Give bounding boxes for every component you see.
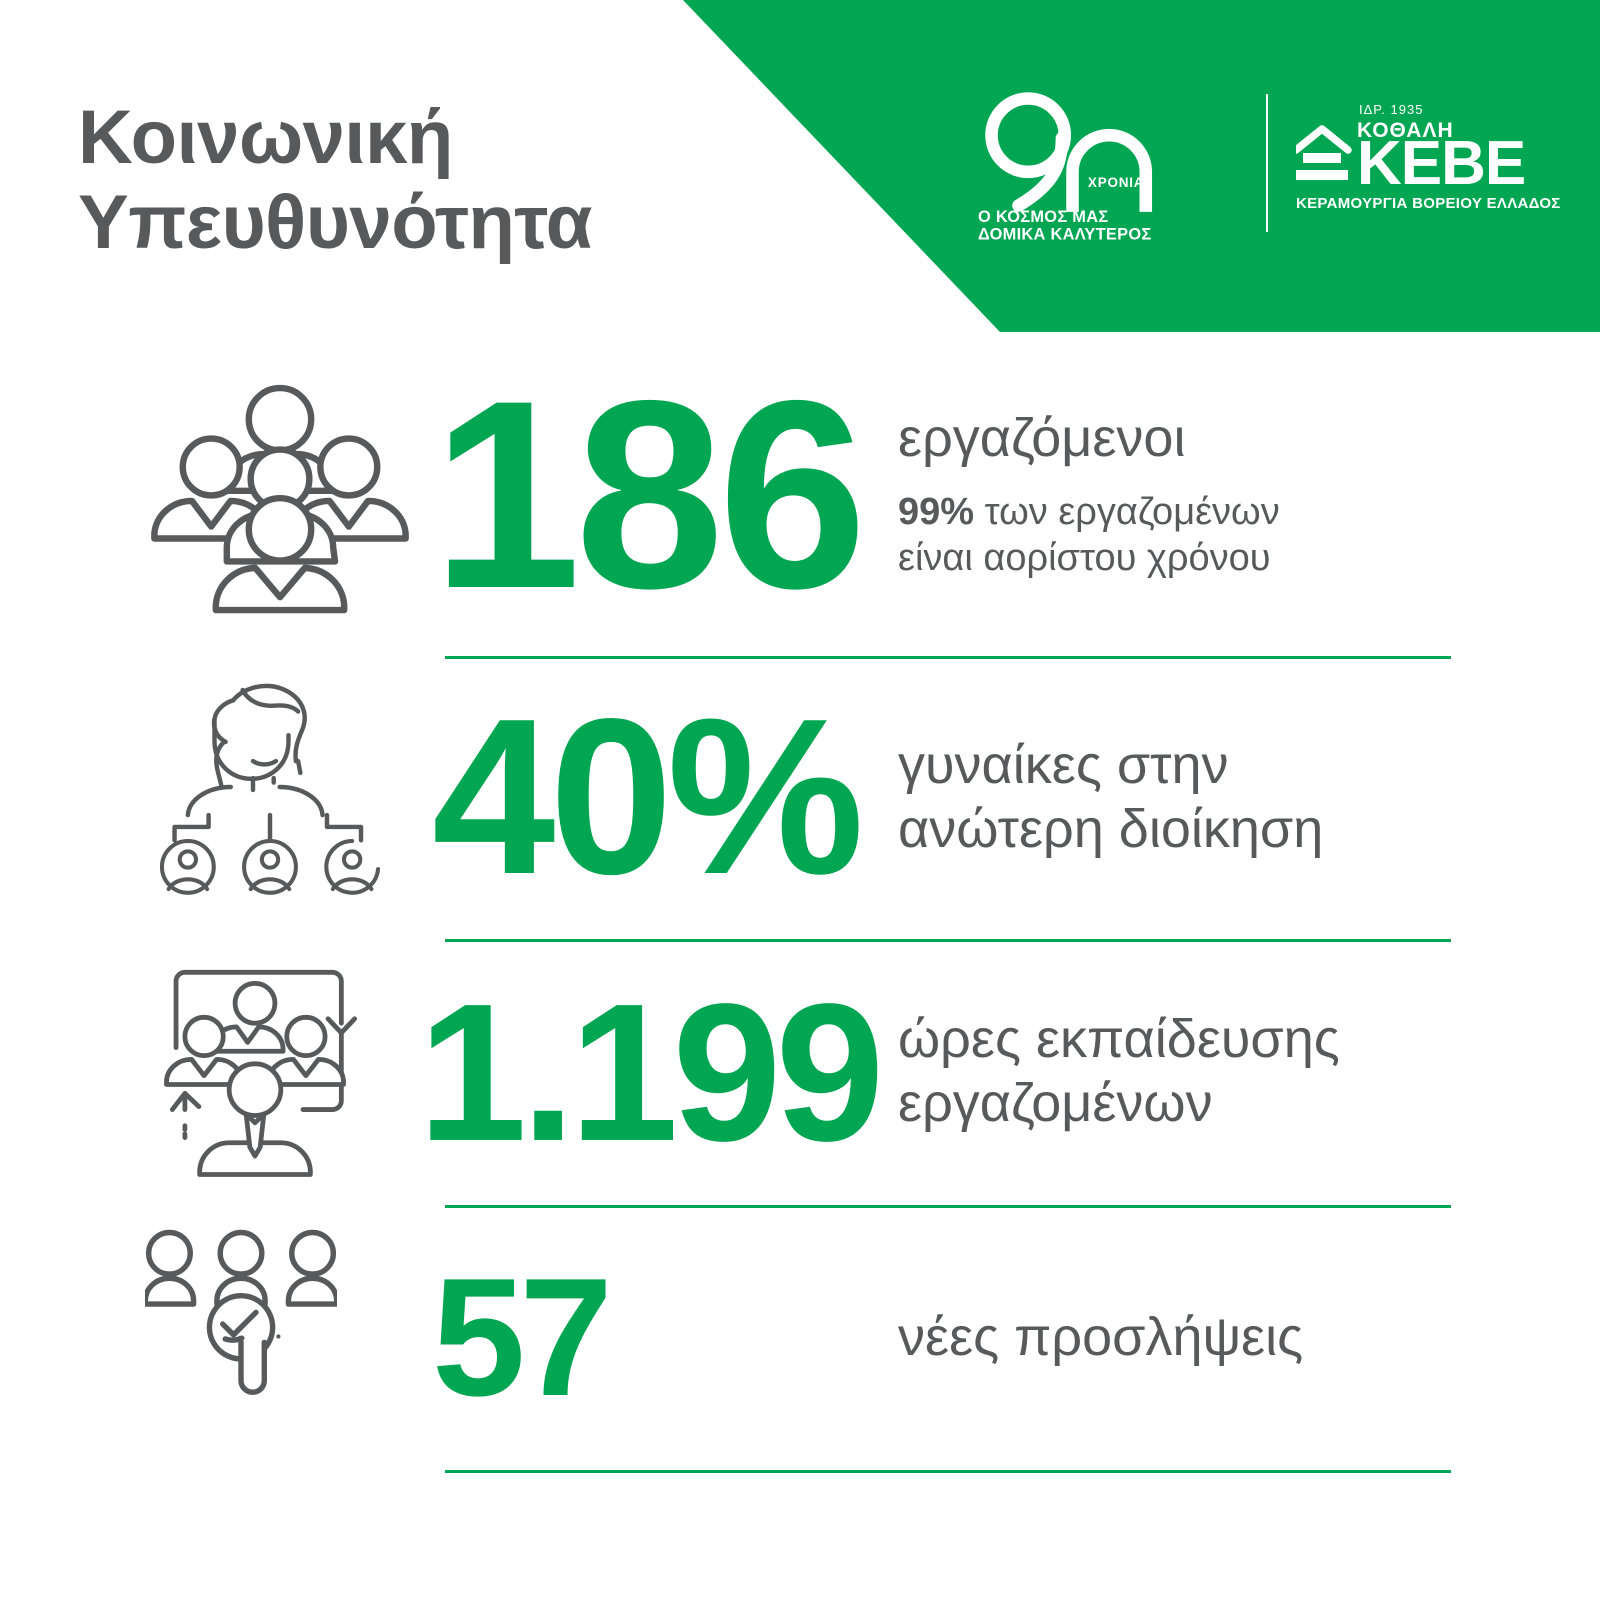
svg-text:Ο ΚΟΣΜΟΣ ΜΑΣ: Ο ΚΟΣΜΟΣ ΜΑΣ — [978, 208, 1108, 226]
svg-text:ΔΟΜΙΚΑ ΚΑΛΥΤΕΡΟΣ: ΔΟΜΙΚΑ ΚΑΛΥΤΕΡΟΣ — [978, 225, 1152, 242]
svg-text:ΚΕΡΑΜΟΥΡΓΙΑ ΒΟΡΕΙΟΥ ΕΛΛΑΔΟΣ: ΚΕΡΑΜΟΥΡΓΙΑ ΒΟΡΕΙΟΥ ΕΛΛΑΔΟΣ — [1296, 195, 1561, 212]
svg-text:ΚΕΒΕ: ΚΕΒΕ — [1357, 129, 1525, 198]
svg-text:ΧΡΟΝΙΑ: ΧΡΟΝΙΑ — [1088, 175, 1144, 190]
svg-text:ΙΔΡ. 1935: ΙΔΡ. 1935 — [1359, 102, 1423, 117]
